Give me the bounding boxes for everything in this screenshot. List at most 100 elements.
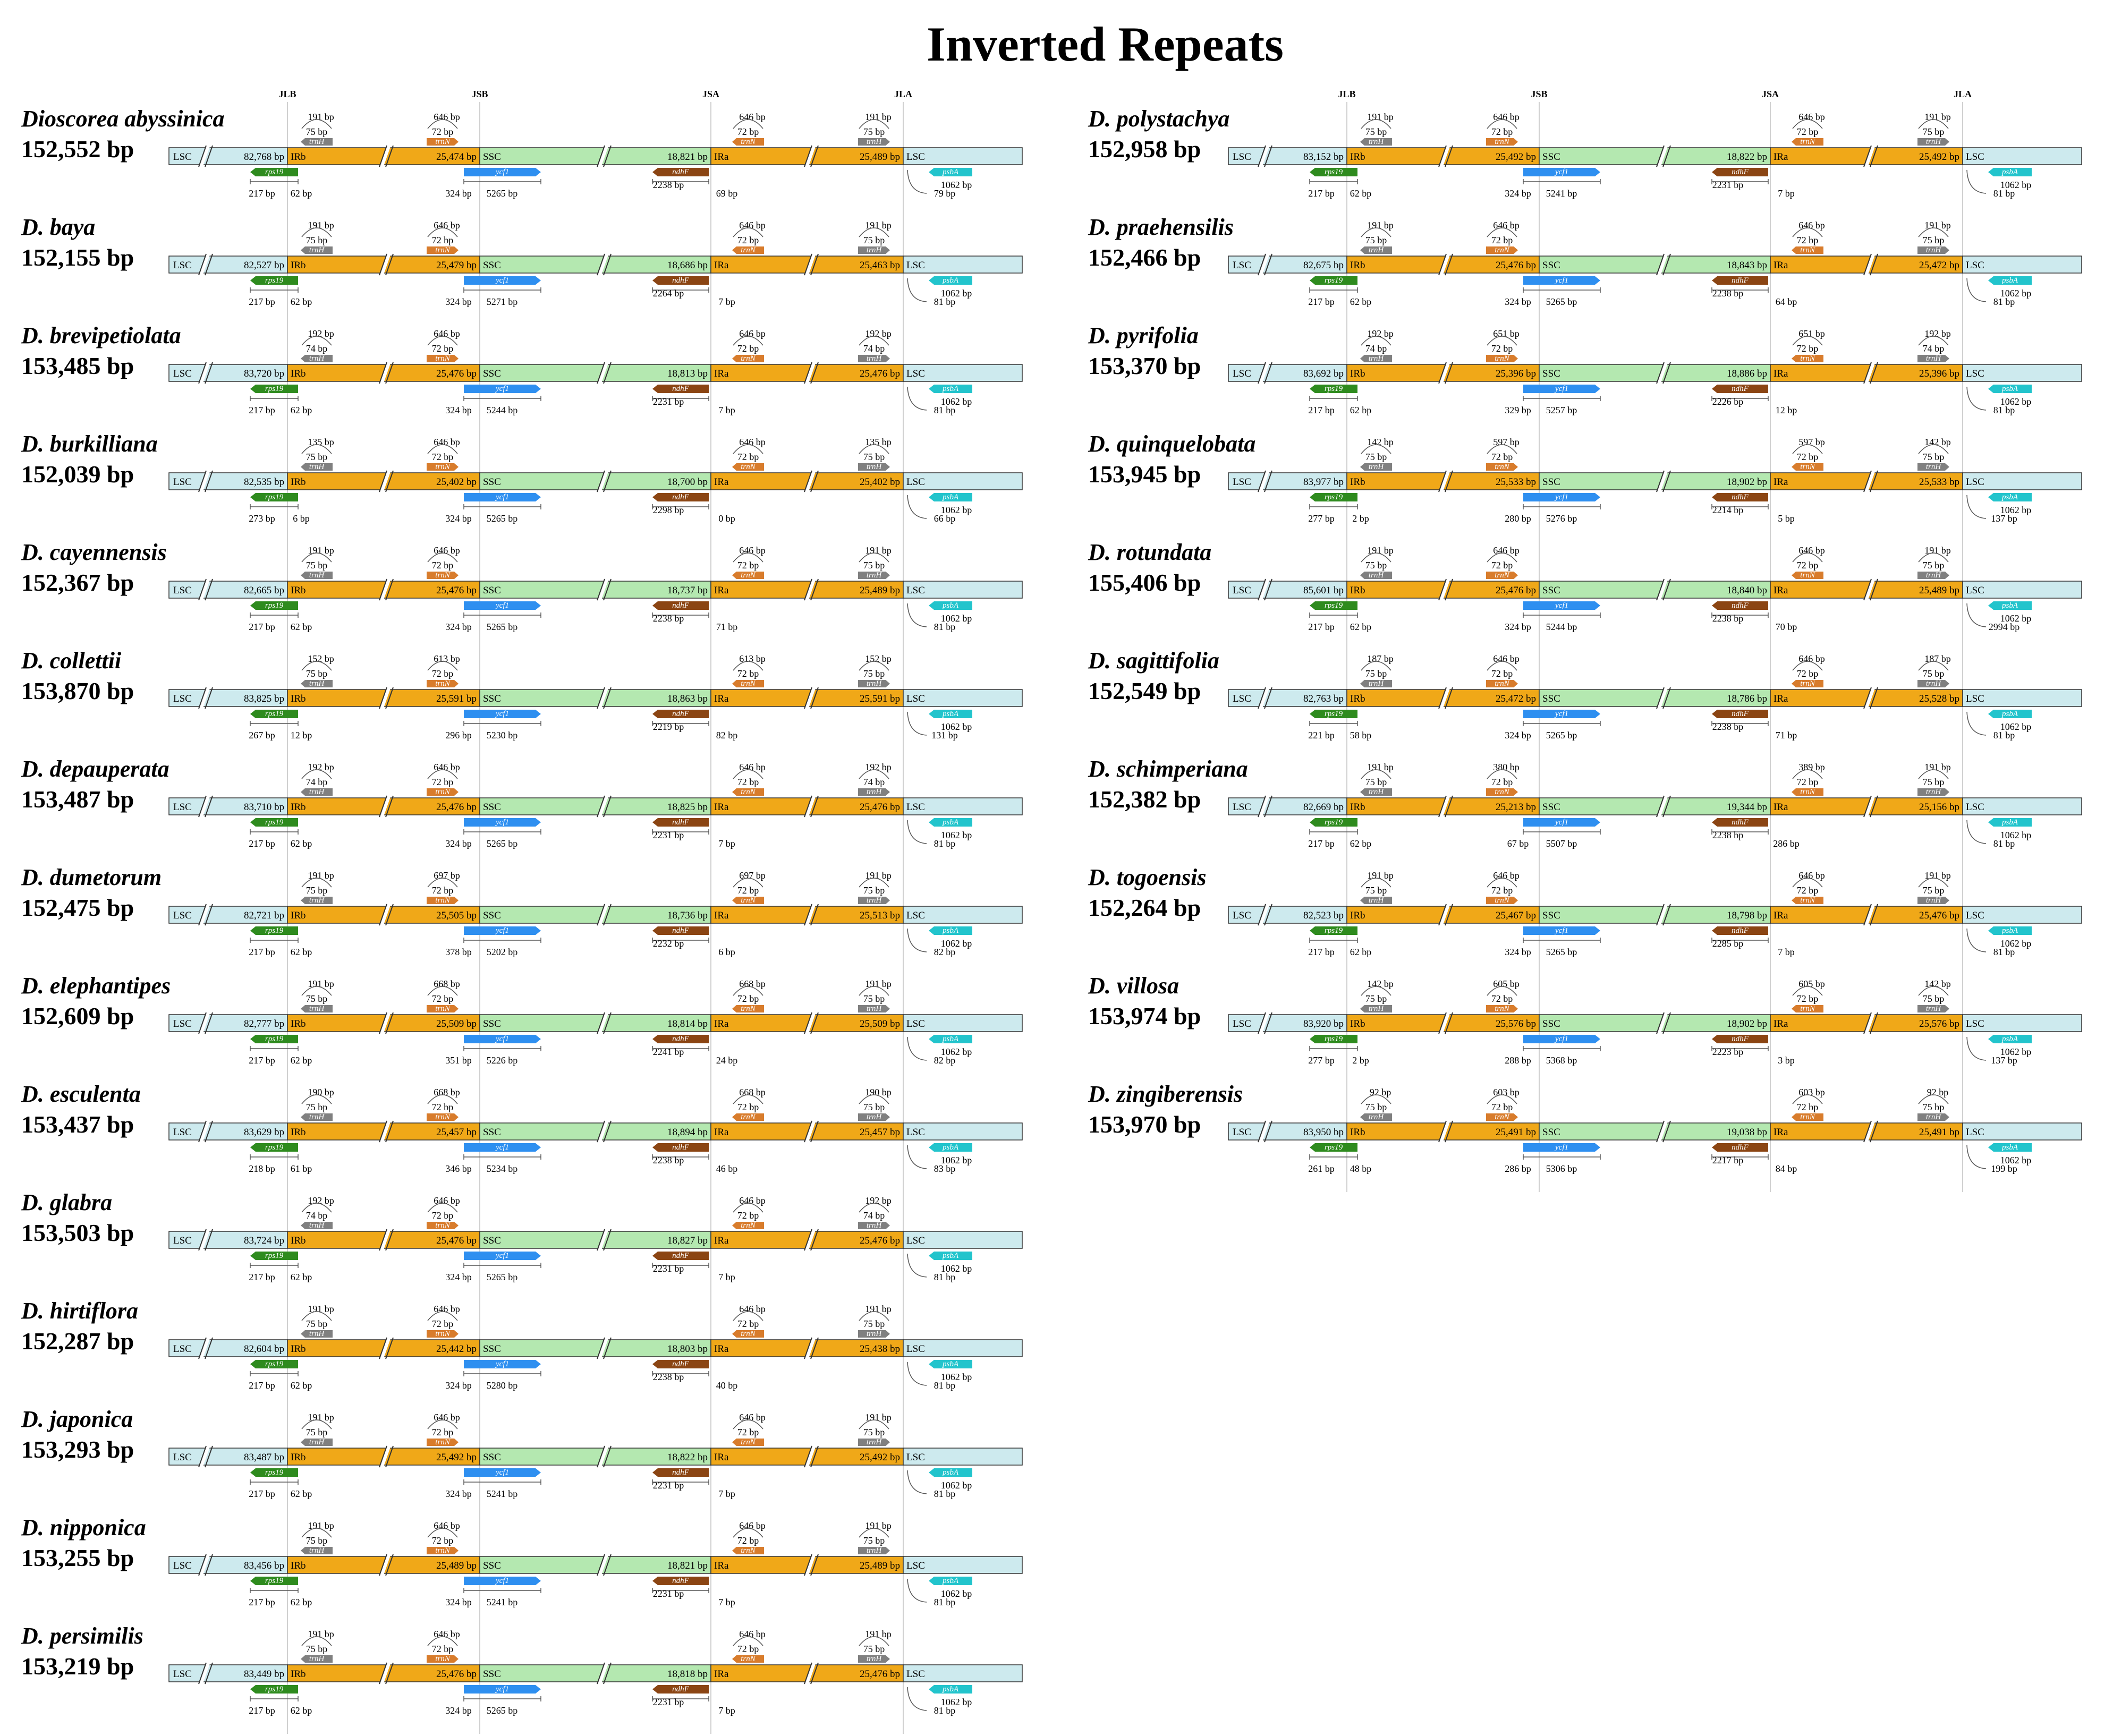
ycf1-gene bbox=[464, 1035, 541, 1043]
trnh-b-gene bbox=[1917, 355, 1949, 362]
break-mark bbox=[379, 1228, 391, 1252]
genome-length: 152,264 bp bbox=[1088, 894, 1201, 921]
lsc-segment bbox=[168, 581, 288, 599]
ssc-label: SSC bbox=[1542, 260, 1560, 271]
ndhf-right-label: 7 bp bbox=[1778, 188, 1795, 199]
ira-length: 25,438 bp bbox=[860, 1343, 900, 1355]
trnn-b-label: trnN bbox=[741, 1221, 756, 1230]
trnh-a-gene bbox=[1360, 463, 1392, 471]
rps19-left-label: 221 bp bbox=[1308, 730, 1335, 741]
trnn-a-gene bbox=[427, 1113, 459, 1121]
ssc-length: 19,344 bp bbox=[1727, 802, 1767, 813]
trnn-a-arc bbox=[427, 986, 458, 996]
break-mark bbox=[1258, 904, 1266, 926]
ndhf-gene bbox=[652, 710, 709, 718]
trnh-b-label: trnH bbox=[1926, 1005, 1942, 1013]
break-mark bbox=[1657, 795, 1668, 818]
break-mark bbox=[1439, 795, 1450, 818]
break-mark bbox=[1264, 795, 1272, 818]
trnn-a-label: trnN bbox=[435, 571, 451, 580]
ira-label: IRa bbox=[1773, 910, 1788, 921]
rps19-left-label: 217 bp bbox=[1308, 188, 1335, 199]
psba-gene bbox=[1988, 276, 2032, 285]
break-mark bbox=[603, 1337, 612, 1359]
ira-label: IRa bbox=[714, 1669, 729, 1680]
species-name: D. togoensis bbox=[1088, 864, 1206, 890]
rps19-gene bbox=[1310, 385, 1357, 393]
irb-length: 25,491 bp bbox=[1496, 1127, 1536, 1138]
break-mark bbox=[199, 361, 210, 385]
ndhf-left-label: 2238 bp bbox=[653, 613, 684, 624]
psba-right-label: 79 bp bbox=[934, 188, 956, 199]
genome-length: 153,219 bp bbox=[21, 1653, 134, 1680]
ycf1-right-label: 5271 bp bbox=[487, 296, 518, 307]
trnn-a-in-label: 72 bp bbox=[1491, 343, 1513, 354]
trnn-b-label: trnN bbox=[1800, 679, 1815, 688]
trnn-b-gene bbox=[732, 572, 764, 579]
break-mark bbox=[1258, 253, 1266, 276]
psba-right-label: 66 bp bbox=[934, 513, 956, 524]
irb-length: 25,576 bp bbox=[1496, 1018, 1536, 1029]
psba-gene bbox=[1988, 926, 2032, 935]
break-mark bbox=[379, 795, 387, 818]
trnn-b-label: trnN bbox=[1800, 354, 1815, 363]
psba-label: psbA bbox=[942, 926, 959, 935]
trnh-b-in-label: 75 bp bbox=[1923, 452, 1945, 462]
ycf1-gene bbox=[464, 276, 541, 285]
ira-length: 25,476 bp bbox=[860, 368, 900, 379]
rps19-right-label: 62 bp bbox=[291, 296, 312, 307]
rps19-left-label: 217 bp bbox=[1308, 947, 1335, 957]
ssc-label: SSC bbox=[483, 1560, 501, 1571]
lsc-label: LSC bbox=[1233, 693, 1251, 704]
psba-gene bbox=[1988, 493, 2032, 501]
ssc-length: 18,803 bp bbox=[667, 1343, 708, 1355]
rps19-gene bbox=[1310, 276, 1357, 285]
trnh-a-arc bbox=[1361, 119, 1391, 129]
break-mark bbox=[198, 1554, 207, 1576]
trnh-a-in-label: 75 bp bbox=[1365, 452, 1387, 462]
rps19-gene bbox=[250, 1360, 298, 1368]
trnh-a-gene bbox=[1360, 1005, 1392, 1012]
trnh-b-arc bbox=[1918, 336, 1949, 346]
psba-arc bbox=[907, 928, 927, 952]
trnn-b-arc bbox=[1792, 878, 1823, 888]
break-mark bbox=[205, 904, 213, 926]
psba-label: psbA bbox=[2001, 1143, 2018, 1152]
break-mark bbox=[198, 1229, 207, 1251]
ycf1-left-label: 296 bp bbox=[445, 730, 472, 741]
trnn-a-label: trnN bbox=[435, 679, 451, 688]
lsc-segment bbox=[1228, 1014, 1347, 1032]
break-mark bbox=[205, 1554, 213, 1576]
ssc-label: SSC bbox=[483, 802, 501, 813]
break-mark bbox=[385, 1554, 394, 1576]
break-mark bbox=[385, 1012, 394, 1034]
lsc-segment bbox=[168, 797, 288, 815]
irb-label: IRb bbox=[291, 693, 306, 704]
ira-length: 25,513 bp bbox=[860, 910, 900, 921]
rps19-gene bbox=[1310, 493, 1357, 501]
break-mark bbox=[804, 470, 812, 492]
ndhf-left-label: 2231 bp bbox=[653, 396, 684, 407]
trnh-b-arc bbox=[859, 336, 889, 346]
rps19-label: rps19 bbox=[265, 168, 284, 176]
break-mark bbox=[804, 1662, 816, 1685]
break-mark bbox=[810, 1337, 819, 1359]
ssc-label: SSC bbox=[483, 476, 501, 488]
trnn-b-label: trnN bbox=[1800, 788, 1815, 796]
trnh-b-gene bbox=[1917, 788, 1949, 796]
trnh-b-in-label: 75 bp bbox=[1923, 993, 1945, 1004]
ira-length: 25,591 bp bbox=[860, 693, 900, 704]
trnn-a-gene bbox=[427, 1005, 459, 1012]
break-mark bbox=[597, 1554, 605, 1576]
ssc-segment bbox=[1539, 147, 1771, 165]
rps19-gene bbox=[1310, 818, 1357, 827]
species-row: D. nipponica 153,255 bp LSC 83,456 bp IRb 25,… bbox=[21, 1514, 1023, 1607]
lsc-segment bbox=[168, 1231, 288, 1249]
psba-gene bbox=[1988, 710, 2032, 718]
ndhf-gene bbox=[1712, 818, 1768, 827]
break-mark bbox=[1870, 470, 1878, 492]
ndhf-right-label: 24 bp bbox=[716, 1055, 738, 1066]
break-mark bbox=[804, 1228, 816, 1252]
trnn-b-gene bbox=[732, 1222, 764, 1229]
trnh-a-label: trnH bbox=[309, 896, 325, 905]
